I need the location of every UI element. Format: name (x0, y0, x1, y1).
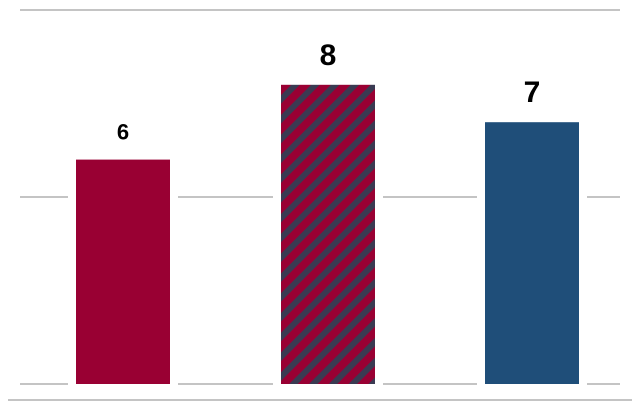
data-labels: 6 8 7 (117, 39, 540, 145)
data-label-bar-2: 8 (320, 39, 337, 72)
data-label-bar-3: 7 (524, 76, 541, 109)
data-label-bar-1: 6 (117, 120, 129, 145)
gridlines (8, 9, 632, 401)
bar-3 (485, 122, 579, 384)
bar-2 (281, 84, 375, 385)
bars (76, 84, 579, 385)
bar-1 (76, 159, 170, 384)
